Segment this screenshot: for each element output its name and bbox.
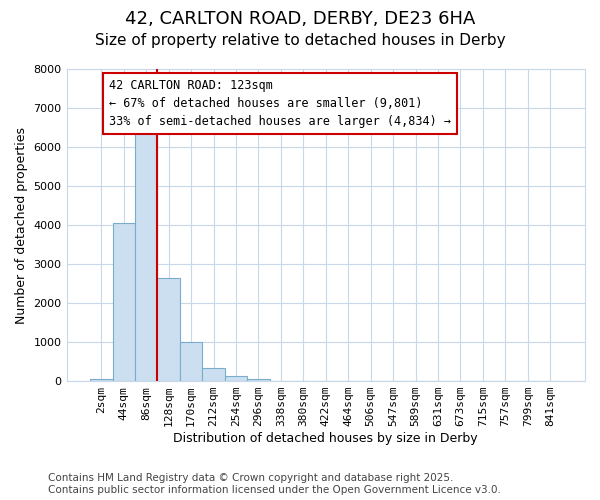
Y-axis label: Number of detached properties: Number of detached properties xyxy=(15,126,28,324)
Bar xyxy=(202,368,225,381)
Bar xyxy=(135,122,157,381)
Bar xyxy=(90,379,113,381)
Text: 42, CARLTON ROAD, DERBY, DE23 6HA: 42, CARLTON ROAD, DERBY, DE23 6HA xyxy=(125,10,475,28)
Text: 42 CARLTON ROAD: 123sqm
← 67% of detached houses are smaller (9,801)
33% of semi: 42 CARLTON ROAD: 123sqm ← 67% of detache… xyxy=(109,79,451,128)
Bar xyxy=(157,278,180,381)
Bar xyxy=(180,342,202,381)
Bar xyxy=(247,379,269,381)
Text: Contains HM Land Registry data © Crown copyright and database right 2025.
Contai: Contains HM Land Registry data © Crown c… xyxy=(48,474,501,495)
Text: Size of property relative to detached houses in Derby: Size of property relative to detached ho… xyxy=(95,32,505,48)
Bar xyxy=(225,376,247,381)
X-axis label: Distribution of detached houses by size in Derby: Distribution of detached houses by size … xyxy=(173,432,478,445)
Bar xyxy=(113,223,135,381)
